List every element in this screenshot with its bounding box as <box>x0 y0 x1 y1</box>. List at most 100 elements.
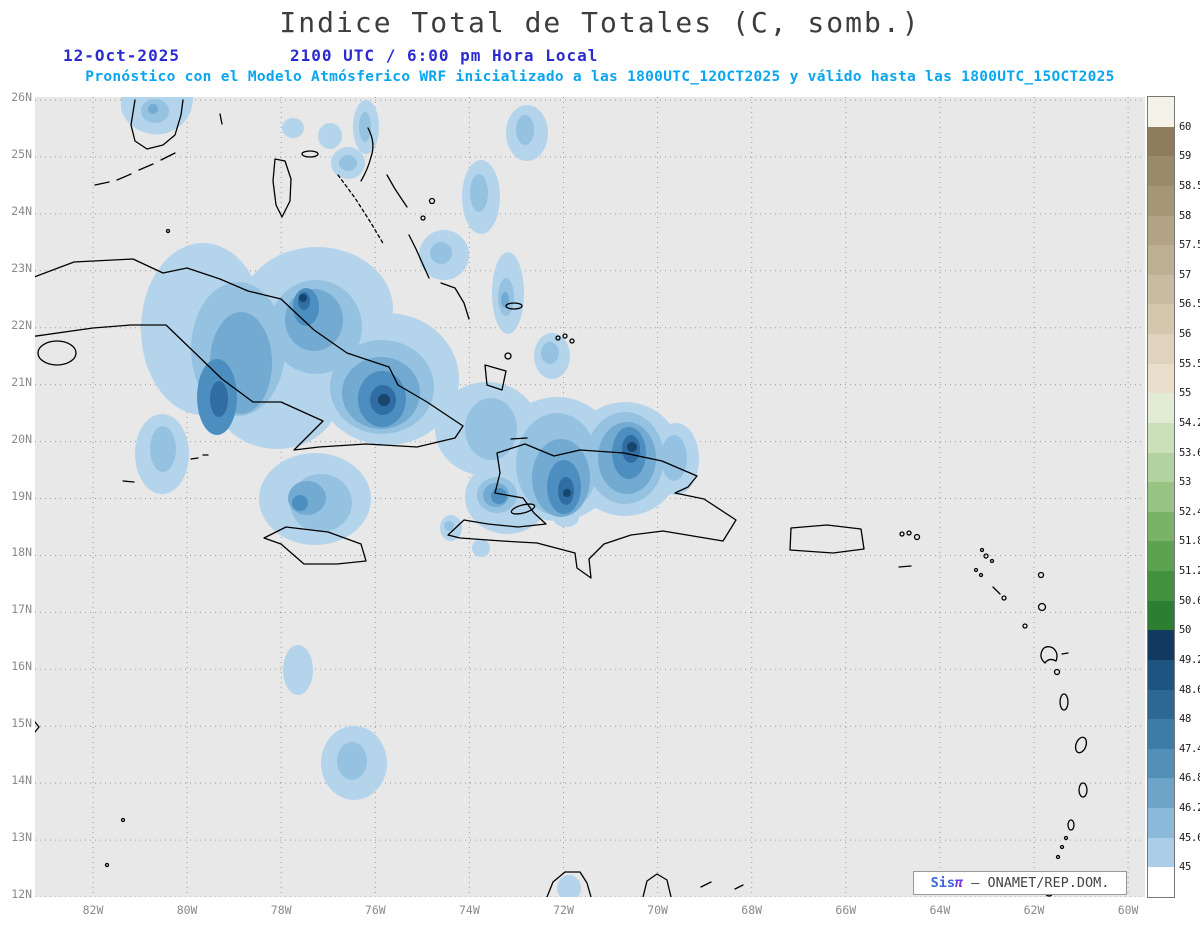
lon-label-62W: 62W <box>1023 903 1045 917</box>
colorbar-label-60: 60 <box>1179 120 1192 133</box>
colorbar-segment-7 <box>1148 304 1174 334</box>
colorbar-label-50.6: 50.6 <box>1179 594 1200 607</box>
colorbar-label-58.5: 58.5 <box>1179 179 1200 192</box>
colorbar-label-48.6: 48.6 <box>1179 683 1200 696</box>
colorbar-label-55.5: 55.5 <box>1179 357 1200 370</box>
coast-cuba <box>35 258 464 451</box>
coast-guajira <box>546 871 592 897</box>
colorbar-label-56: 56 <box>1179 328 1192 341</box>
lat-label-22N: 22N <box>11 317 32 332</box>
coast-little-inagua <box>504 352 512 360</box>
coast-gonave <box>510 503 536 515</box>
coast-marie-galante <box>1053 668 1061 676</box>
page-title: Indice Total de Totales (C, somb.) <box>279 6 921 39</box>
colorbar-segment-14 <box>1148 511 1174 542</box>
colorbar-segment-12 <box>1148 452 1174 483</box>
coast-grenadines-2 <box>1059 844 1065 850</box>
coast-bimini <box>219 113 223 125</box>
coast-grenadines-1 <box>1063 835 1069 841</box>
coast-paraguana <box>642 873 672 897</box>
colorbar-segment-9 <box>1148 363 1174 394</box>
lat-label-12N: 12N <box>11 887 32 902</box>
colorbar-label-49.2: 49.2 <box>1179 653 1200 666</box>
lat-label-23N: 23N <box>11 260 32 275</box>
coast-gracias-a-dios <box>35 720 40 734</box>
coast-antigua <box>1037 602 1047 612</box>
colorbar-segment-24 <box>1148 808 1174 838</box>
colorbar-segment-2 <box>1148 156 1174 186</box>
colorbar-segment-13 <box>1148 482 1174 512</box>
shading-level-468 <box>197 288 646 514</box>
lat-label-14N: 14N <box>11 773 32 788</box>
colorbar-segment-19 <box>1148 659 1174 690</box>
coast-florida-keys <box>94 152 176 186</box>
coast-bonaire <box>734 884 744 890</box>
coast-florida <box>130 99 184 150</box>
coast-mayaguana <box>505 302 523 310</box>
coast-new-providence <box>301 150 319 158</box>
colorbar-label-45: 45 <box>1179 861 1192 874</box>
colorbar-label-53.6: 53.6 <box>1179 446 1200 459</box>
lat-label-16N: 16N <box>11 659 32 674</box>
lat-label-19N: 19N <box>11 488 32 503</box>
lon-label-64W: 64W <box>929 903 951 917</box>
lat-label-13N: 13N <box>11 830 32 845</box>
lon-label-78W: 78W <box>270 903 292 917</box>
lon-label-74W: 74W <box>459 903 480 917</box>
colorbar-label-45.6: 45.6 <box>1179 831 1200 844</box>
coast-isla-juventud <box>37 340 77 366</box>
lon-label-70W: 70W <box>647 903 668 917</box>
colorbar-segment-18 <box>1148 630 1174 660</box>
colorbar-segment-8 <box>1148 334 1174 364</box>
coast-turks-3 <box>569 338 575 344</box>
colorbar-label-53: 53 <box>1179 476 1192 489</box>
coast-barbuda <box>1037 571 1045 579</box>
colorbar-label-55: 55 <box>1179 387 1192 400</box>
attribution-text: — ONAMET/REP.DOM. <box>963 875 1110 891</box>
lat-label-18N: 18N <box>11 545 32 560</box>
coast-virgin-2 <box>906 530 912 536</box>
forecast-time: 2100 UTC / 6:00 pm Hora Local <box>290 46 599 65</box>
colorbar-label-46.8: 46.8 <box>1179 772 1200 785</box>
colorbar-segment-17 <box>1148 600 1174 631</box>
coast-nevis <box>1001 595 1007 601</box>
shading-level-48 <box>299 294 637 497</box>
lat-label-17N: 17N <box>11 602 32 617</box>
colorbar-label-52.4: 52.4 <box>1179 505 1200 518</box>
coast-exuma-chain <box>337 174 385 246</box>
colorbar-segment-20 <box>1148 689 1174 720</box>
lon-label-82W: 82W <box>82 903 104 917</box>
coast-desirade <box>1061 652 1069 655</box>
coast-grenadines-3 <box>1055 854 1061 860</box>
colorbar-segment-10 <box>1148 393 1174 423</box>
coast-guadeloupe <box>1040 646 1058 664</box>
coast-anguilla <box>979 547 985 553</box>
colorbar-label-54.2: 54.2 <box>1179 416 1200 429</box>
coast-san-salvador <box>428 197 436 205</box>
attribution-box: Sis π — ONAMET/REP.DOM. <box>913 871 1127 895</box>
colorbar-label-58: 58 <box>1179 209 1192 222</box>
colorbar-label-51.2: 51.2 <box>1179 565 1200 578</box>
lat-label-15N: 15N <box>11 716 32 731</box>
colorbar-label-56.5: 56.5 <box>1179 298 1200 311</box>
coast-martinique <box>1074 736 1088 754</box>
coast-andros <box>272 158 292 218</box>
colorbar-segment-25 <box>1148 837 1174 868</box>
coast-great-inagua <box>484 364 507 391</box>
colorbar-segment-3 <box>1148 185 1174 216</box>
coast-virgin-1 <box>899 531 905 537</box>
colorbar-segment-5 <box>1148 245 1174 275</box>
colorbar-label-59: 59 <box>1179 150 1192 163</box>
colorbar-label-48: 48 <box>1179 713 1192 726</box>
colorbar-segment-11 <box>1148 422 1174 453</box>
colorbar-label-47.4: 47.4 <box>1179 742 1200 755</box>
colorbar-label-46.2: 46.2 <box>1179 802 1200 815</box>
coast-crooked-acklins <box>440 282 470 320</box>
map-svg <box>35 97 1145 897</box>
coast-cat-island <box>386 174 408 208</box>
coast-long-island <box>408 234 430 279</box>
coast-st-kitts <box>992 586 1001 595</box>
colorbar-label-57: 57 <box>1179 268 1192 281</box>
forecast-date: 12-Oct-2025 <box>63 46 180 65</box>
lat-label-25N: 25N <box>11 146 32 161</box>
